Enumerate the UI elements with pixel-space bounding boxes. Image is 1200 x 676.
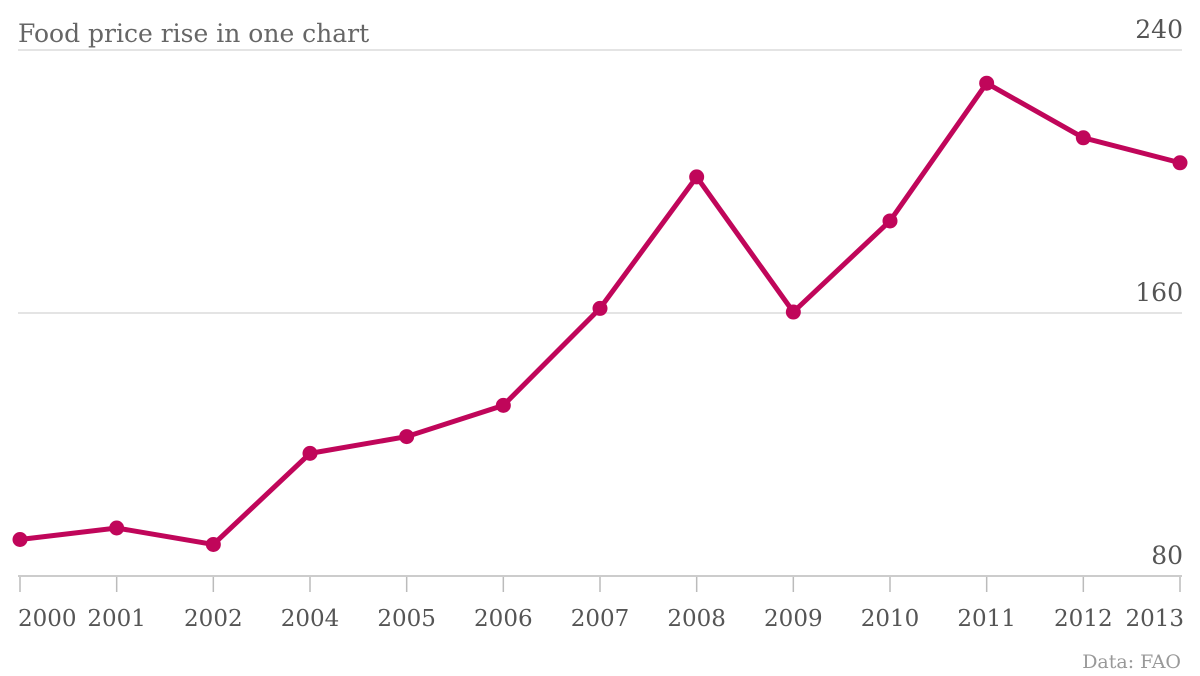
- data-point-2007: [592, 300, 608, 316]
- data-point-2010: [882, 213, 898, 229]
- x-tick-label-2004: 2004: [281, 606, 340, 632]
- data-point-2004: [302, 445, 318, 461]
- x-tick-label-2012: 2012: [1054, 606, 1113, 632]
- data-point-2001: [109, 520, 125, 536]
- x-tick-label-2010: 2010: [861, 606, 920, 632]
- y-tick-label-80: 80: [1151, 541, 1183, 570]
- x-axis-labels: 2000 2001 2002 2004 2005 2006 2007 2008 2009 2010…: [18, 577, 1184, 632]
- x-tick-label-2000: 2000: [18, 606, 77, 632]
- x-tick-label-2013: 2013: [1125, 606, 1184, 632]
- x-tick-label-2006: 2006: [474, 606, 533, 632]
- x-tick-label-2002: 2002: [184, 606, 243, 632]
- y-axis-labels: 80 160 240: [1135, 15, 1183, 570]
- data-point-2005: [399, 429, 415, 445]
- chart-title: Food price rise in one chart: [18, 19, 369, 48]
- x-tick-label-2011: 2011: [957, 606, 1016, 632]
- y-tick-label-160: 160: [1135, 278, 1183, 307]
- x-tick-label-2007: 2007: [571, 606, 630, 632]
- x-tick-label-2001: 2001: [87, 606, 146, 632]
- data-point-2012: [1075, 130, 1091, 146]
- data-point-2000: [12, 532, 28, 548]
- series-layer: [12, 75, 1188, 552]
- x-tick-label-2005: 2005: [377, 606, 436, 632]
- data-point-2002: [205, 536, 221, 552]
- grid-layer: [18, 49, 1182, 314]
- data-point-2006: [495, 397, 511, 413]
- x-tick-label-2009: 2009: [764, 606, 823, 632]
- y-tick-label-240: 240: [1135, 15, 1183, 44]
- data-point-2009: [785, 304, 801, 320]
- data-point-2013: [1172, 155, 1188, 171]
- data-point-2008: [689, 169, 705, 185]
- source-note: Data: FAO: [1082, 651, 1181, 673]
- x-tick-label-2008: 2008: [667, 606, 726, 632]
- data-point-2011: [979, 75, 995, 91]
